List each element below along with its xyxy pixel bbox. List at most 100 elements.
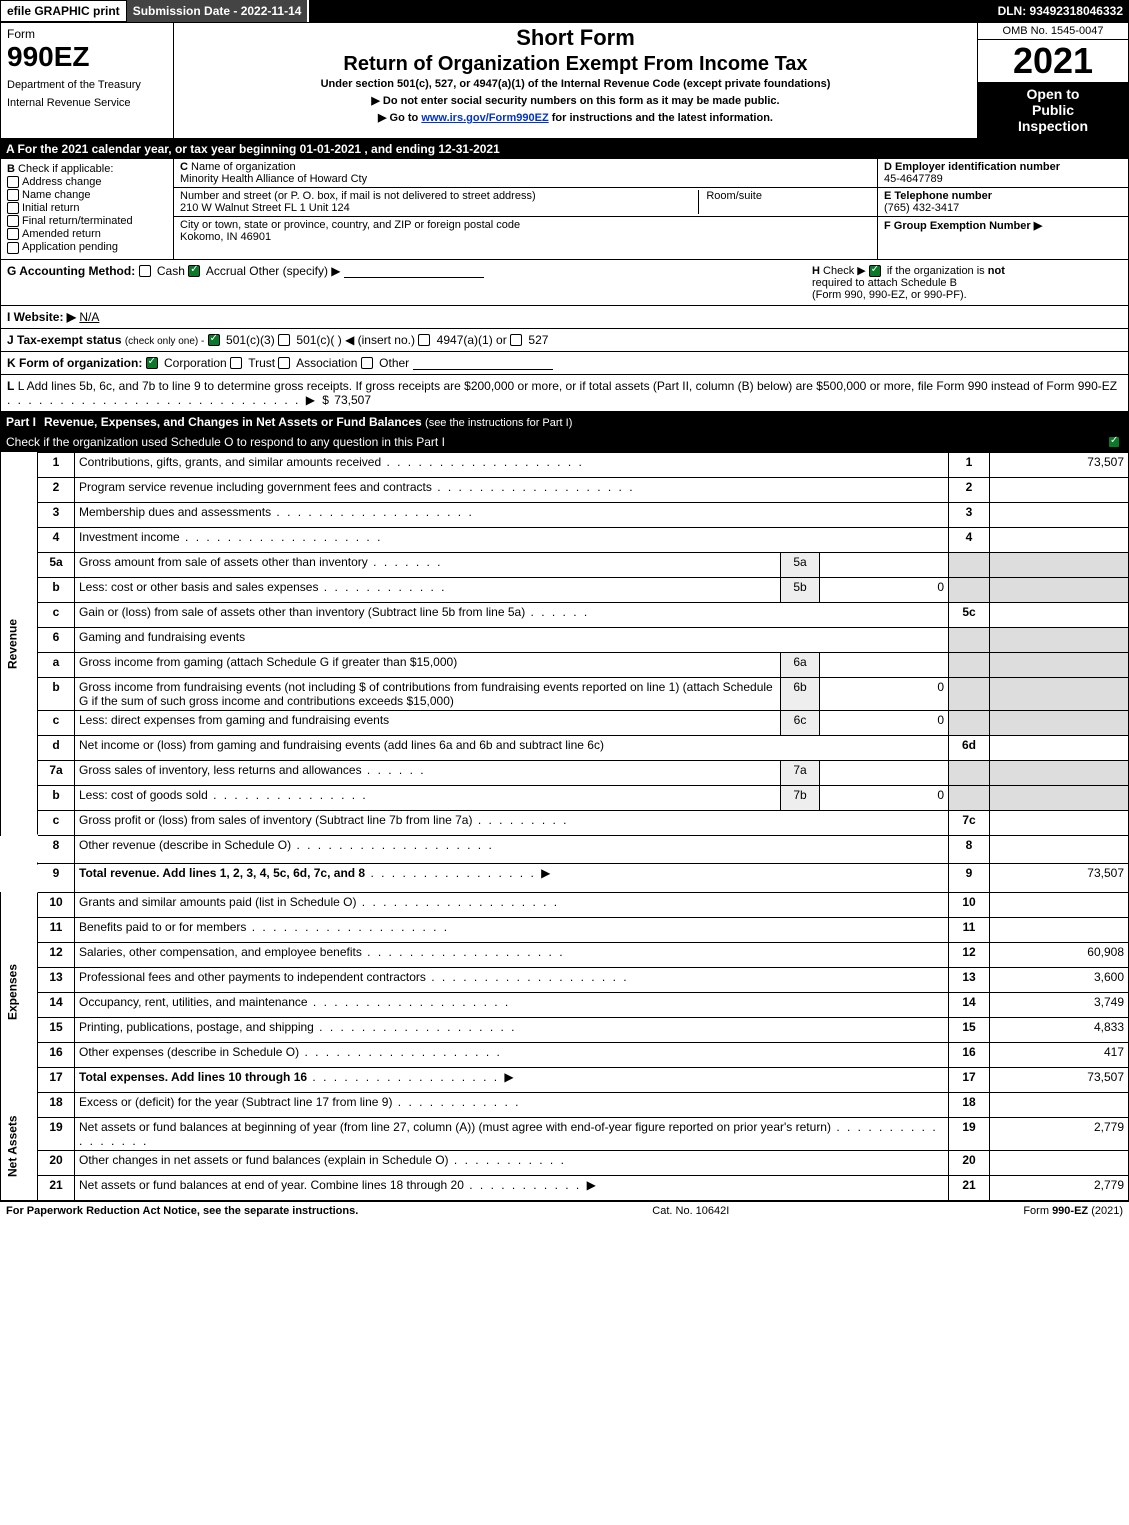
- box-label: 6d: [949, 735, 990, 760]
- dln-number: DLN: 93492318046332: [992, 0, 1129, 22]
- line-num: c: [38, 602, 75, 627]
- chk-cash[interactable]: [139, 265, 151, 277]
- j-501c: 501(c)( ) ◀ (insert no.): [296, 333, 415, 347]
- chk-501c3[interactable]: [208, 334, 220, 346]
- k-label: K Form of organization:: [7, 356, 142, 370]
- irs-link[interactable]: www.irs.gov/Form990EZ: [421, 112, 548, 124]
- col-c: C Name of organization Minority Health A…: [174, 159, 878, 259]
- return-title: Return of Organization Exempt From Incom…: [180, 53, 971, 76]
- line-desc: Membership dues and assessments: [79, 505, 271, 519]
- chk-other[interactable]: [361, 357, 373, 369]
- chk-corp[interactable]: [146, 357, 158, 369]
- chk-h[interactable]: [869, 265, 881, 277]
- subtitle: Under section 501(c), 527, or 4947(a)(1)…: [180, 78, 971, 90]
- part1-check-text: Check if the organization used Schedule …: [6, 435, 445, 449]
- box-label: 11: [949, 917, 990, 942]
- box-label: 4: [949, 527, 990, 552]
- f-label: F Group Exemption Number ▶: [884, 220, 1042, 232]
- open-to: Open to: [982, 86, 1124, 102]
- amount: 73,507: [990, 452, 1129, 477]
- shaded: [990, 760, 1129, 785]
- chk-name-change[interactable]: Name change: [7, 189, 167, 201]
- row-5a: 5a Gross amount from sale of assets othe…: [1, 552, 1129, 577]
- line-num: 20: [38, 1150, 75, 1175]
- chk-accrual[interactable]: [188, 265, 200, 277]
- room-label: Room/suite: [706, 190, 762, 202]
- street-label: Number and street (or P. O. box, if mail…: [180, 190, 536, 202]
- chk-application-pending[interactable]: Application pending: [7, 241, 167, 253]
- line-desc: Total expenses. Add lines 10 through 16: [79, 1070, 307, 1084]
- part1-check-line: Check if the organization used Schedule …: [0, 432, 1129, 452]
- line-desc: Less: direct expenses from gaming and fu…: [79, 713, 389, 727]
- amount: [990, 1150, 1129, 1175]
- box-label: 1: [949, 452, 990, 477]
- g-accrual: Accrual: [206, 264, 246, 278]
- dots: . . . . . . . . . . . . . . . . . . .: [426, 970, 629, 984]
- side-blank: [1, 864, 38, 893]
- box-label: 16: [949, 1042, 990, 1067]
- l-value: 73,507: [334, 393, 371, 407]
- efile-print-button[interactable]: efile GRAPHIC print: [0, 0, 127, 22]
- l-text: L Add lines 5b, 6c, and 7b to line 9 to …: [18, 379, 1117, 393]
- chk-4947[interactable]: [418, 334, 430, 346]
- dots: . . . . . . . . . . . . . . . . . . .: [271, 505, 474, 519]
- chk-schedule-o[interactable]: [1108, 436, 1120, 448]
- line-num: c: [38, 810, 75, 835]
- row-9: 9 Total revenue. Add lines 1, 2, 3, 4, 5…: [1, 864, 1129, 893]
- d-label: D Employer identification number: [884, 161, 1060, 173]
- info-j: J Tax-exempt status (check only one) - 5…: [0, 329, 1129, 352]
- shaded: [990, 785, 1129, 810]
- b-check-text: Check if applicable:: [18, 163, 113, 175]
- chk-label: Application pending: [22, 241, 118, 253]
- mini-val: 0: [820, 677, 949, 710]
- mini-label: 5b: [781, 577, 820, 602]
- line-desc: Gross amount from sale of assets other t…: [79, 555, 368, 569]
- side-blank: [1, 835, 38, 864]
- line-desc: Other expenses (describe in Schedule O): [79, 1045, 299, 1059]
- dots: . . . . . . . . . . . . . . . . . . .: [308, 995, 511, 1009]
- box-label: 5c: [949, 602, 990, 627]
- line-num: 19: [38, 1117, 75, 1150]
- line-num: 14: [38, 992, 75, 1017]
- org-name: Minority Health Alliance of Howard Cty: [180, 173, 367, 185]
- footer-pre: Form: [1023, 1205, 1052, 1217]
- row-6c: c Less: direct expenses from gaming and …: [1, 710, 1129, 735]
- section-bcdef: B Check if applicable: Address change Na…: [0, 159, 1129, 260]
- dots: . . . . . . . . . . . . . . . . . . .: [432, 480, 635, 494]
- line-num: b: [38, 677, 75, 710]
- row-13: 13 Professional fees and other payments …: [1, 967, 1129, 992]
- chk-527[interactable]: [510, 334, 522, 346]
- mini-label: 7a: [781, 760, 820, 785]
- box-label: 8: [949, 835, 990, 864]
- row-11: 11 Benefits paid to or for members . . .…: [1, 917, 1129, 942]
- mini-val: 0: [820, 577, 949, 602]
- goto-line: ▶ Go to www.irs.gov/Form990EZ for instru…: [180, 111, 971, 124]
- shaded: [949, 627, 990, 652]
- row-7a: 7a Gross sales of inventory, less return…: [1, 760, 1129, 785]
- side-net-assets: Net Assets: [1, 1092, 38, 1200]
- chk-trust[interactable]: [230, 357, 242, 369]
- row-1: Revenue 1 Contributions, gifts, grants, …: [1, 452, 1129, 477]
- c-label: C: [180, 161, 188, 173]
- chk-amended-return[interactable]: Amended return: [7, 228, 167, 240]
- chk-final-return[interactable]: Final return/terminated: [7, 215, 167, 227]
- chk-address-change[interactable]: Address change: [7, 176, 167, 188]
- line-desc: Gross income from fundraising events (no…: [79, 680, 773, 708]
- chk-501c[interactable]: [278, 334, 290, 346]
- j-501c3: 501(c)(3): [226, 333, 275, 347]
- line-desc: Grants and similar amounts paid (list in…: [79, 895, 356, 909]
- line-num: 21: [38, 1175, 75, 1200]
- chk-assoc[interactable]: [278, 357, 290, 369]
- row-15: 15 Printing, publications, postage, and …: [1, 1017, 1129, 1042]
- dept-irs: Internal Revenue Service: [7, 97, 167, 109]
- chk-initial-return[interactable]: Initial return: [7, 202, 167, 214]
- omb-number: OMB No. 1545-0047: [978, 23, 1128, 40]
- k-assoc: Association: [296, 356, 357, 370]
- city-label: City or town, state or province, country…: [180, 219, 520, 231]
- header-center: Short Form Return of Organization Exempt…: [174, 23, 978, 138]
- line-desc: Program service revenue including govern…: [79, 480, 432, 494]
- line-desc: Gain or (loss) from sale of assets other…: [79, 605, 525, 619]
- footer-right: Form 990-EZ (2021): [1023, 1205, 1123, 1217]
- shaded: [990, 677, 1129, 710]
- tax-year: 2021: [978, 40, 1128, 82]
